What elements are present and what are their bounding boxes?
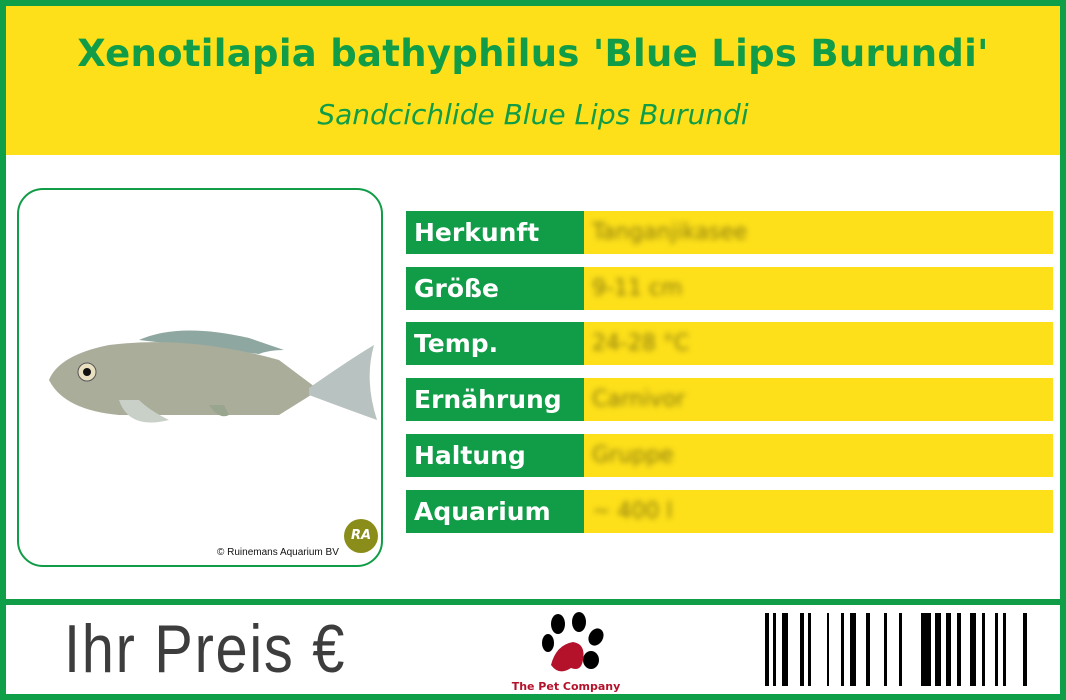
- spec-value: 24-28 °C: [592, 331, 690, 356]
- spec-row-size: Größe 9-11 cm: [406, 267, 1053, 310]
- spec-label: Herkunft: [406, 211, 584, 254]
- fish-photo: © Ruinemans Aquarium BV RA: [17, 188, 383, 567]
- price-label: Ihr Preis €: [64, 611, 347, 687]
- ruinemans-logo: RA: [344, 519, 378, 553]
- barcode-bar: [773, 613, 776, 686]
- spec-value: Carnivor: [592, 387, 686, 412]
- barcode-bar: [935, 613, 941, 686]
- barcode: [765, 613, 1027, 686]
- spec-value: Tanganjikasee: [592, 220, 748, 245]
- fish-image: [49, 330, 377, 423]
- spec-row-origin: Herkunft Tanganjikasee: [406, 211, 1053, 254]
- spec-row-keeping: Haltung Gruppe: [406, 434, 1053, 477]
- barcode-bar: [765, 613, 769, 686]
- species-title: Xenotilapia bathyphilus 'Blue Lips Burun…: [77, 32, 989, 75]
- barcode-bar: [899, 613, 902, 686]
- spec-value: 9-11 cm: [592, 276, 683, 301]
- spec-row-aquarium: Aquarium ~ 400 l: [406, 490, 1053, 533]
- barcode-bar: [946, 613, 951, 686]
- spec-label: Aquarium: [406, 490, 584, 533]
- spec-label: Temp.: [406, 322, 584, 365]
- spec-value: ~ 400 l: [592, 499, 673, 524]
- spec-label: Haltung: [406, 434, 584, 477]
- spec-row-diet: Ernährung Carnivor: [406, 378, 1053, 421]
- barcode-bar: [982, 613, 985, 686]
- header: Xenotilapia bathyphilus 'Blue Lips Burun…: [6, 6, 1060, 155]
- barcode-bar: [970, 613, 976, 686]
- barcode-bar: [1023, 613, 1027, 686]
- barcode-bar: [995, 613, 998, 686]
- barcode-bar: [800, 613, 804, 686]
- barcode-bar: [841, 613, 844, 686]
- spec-value: Gruppe: [592, 443, 674, 468]
- barcode-bar: [921, 613, 931, 686]
- paw-icon: [542, 612, 604, 672]
- brand-name: The Pet Company: [511, 680, 621, 693]
- spec-label: Ernährung: [406, 378, 584, 421]
- barcode-bar: [866, 613, 870, 686]
- barcode-bar: [1003, 613, 1006, 686]
- footer-divider: [6, 599, 1060, 605]
- spec-label: Größe: [406, 267, 584, 310]
- photo-credit: © Ruinemans Aquarium BV: [217, 547, 339, 558]
- price-card: Xenotilapia bathyphilus 'Blue Lips Burun…: [6, 6, 1060, 694]
- common-name: Sandcichlide Blue Lips Burundi: [317, 98, 749, 131]
- barcode-bar: [827, 613, 829, 686]
- barcode-bar: [808, 613, 811, 686]
- barcode-bar: [782, 613, 788, 686]
- spec-row-temp: Temp. 24-28 °C: [406, 322, 1053, 365]
- pet-company-logo: The Pet Company: [511, 610, 621, 696]
- barcode-bar: [957, 613, 961, 686]
- barcode-bar: [884, 613, 887, 686]
- barcode-bar: [850, 613, 856, 686]
